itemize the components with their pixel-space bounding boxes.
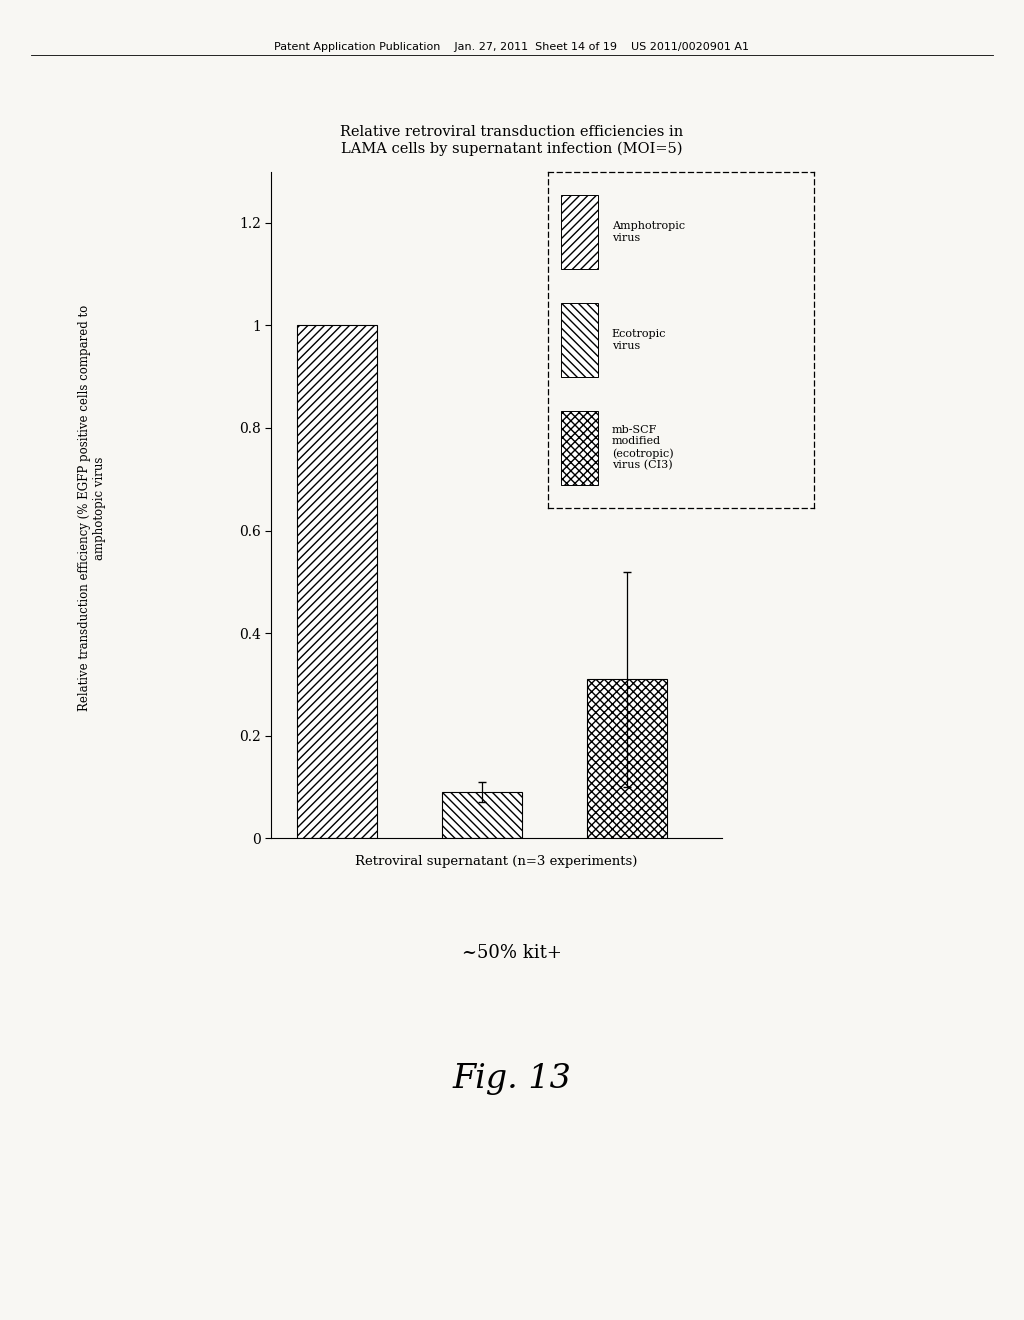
Bar (297, 326, 377, 838)
Text: Ecotropic
virus: Ecotropic virus (611, 329, 667, 351)
Bar (442, 792, 522, 838)
Text: ~50% kit+: ~50% kit+ (462, 944, 562, 962)
Bar (561, 302, 598, 378)
Text: mb-SCF
modified
(ecotropic)
virus (CI3): mb-SCF modified (ecotropic) virus (CI3) (611, 425, 674, 470)
Bar (588, 680, 668, 838)
Text: Retroviral supernatant (n=3 experiments): Retroviral supernatant (n=3 experiments) (355, 855, 638, 869)
Text: Relative transduction efficiency (% EGFP positive cells compared to
amphotopic v: Relative transduction efficiency (% EGFP… (78, 305, 106, 711)
Text: Fig. 13: Fig. 13 (453, 1063, 571, 1094)
Text: Relative retroviral transduction efficiencies in
LAMA cells by supernatant infec: Relative retroviral transduction efficie… (340, 125, 684, 156)
Text: Amphotropic
virus: Amphotropic virus (611, 222, 685, 243)
Bar (561, 411, 598, 484)
Bar (561, 195, 598, 269)
Text: Patent Application Publication    Jan. 27, 2011  Sheet 14 of 19    US 2011/00209: Patent Application Publication Jan. 27, … (274, 42, 750, 53)
